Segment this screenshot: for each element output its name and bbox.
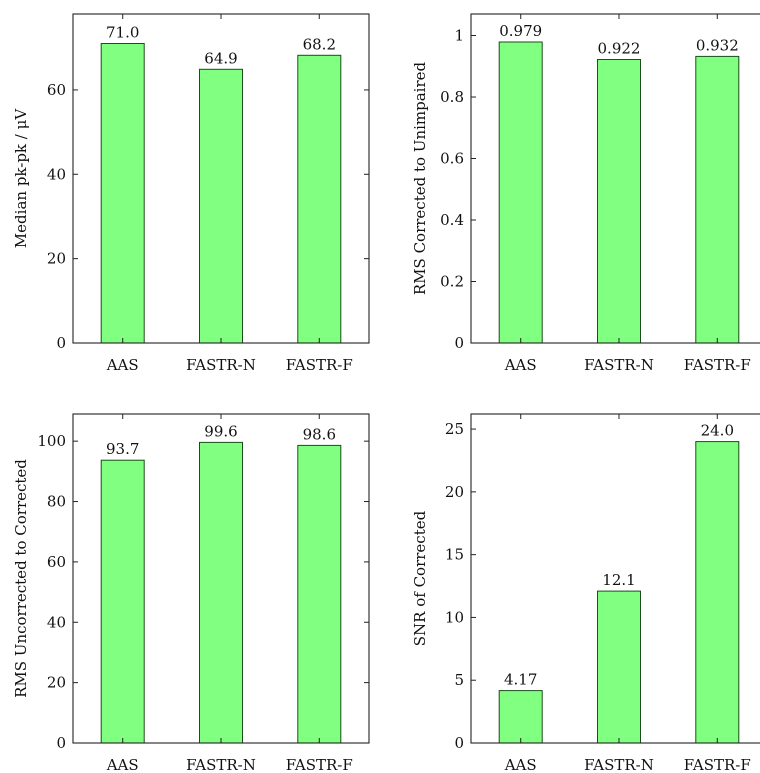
y-tick-label: 25: [445, 420, 464, 438]
y-tick-label: 0.6: [440, 150, 464, 168]
data-label: 99.6: [204, 422, 237, 440]
bar-fastr-f: [297, 54, 342, 344]
x-tick-label: FASTR-F: [684, 356, 751, 374]
y-axis-title: Median pk-pk / μV: [12, 108, 30, 249]
data-label: 0.932: [696, 36, 739, 54]
data-label: 12.1: [602, 571, 635, 589]
data-label: 93.7: [106, 440, 139, 458]
y-tick-label: 60: [47, 81, 66, 99]
bar-aas: [498, 690, 543, 744]
y-tick-label: 1: [454, 27, 464, 45]
x-tick-label: FASTR-F: [684, 756, 751, 773]
data-label: 64.9: [204, 49, 237, 67]
y-tick-label: 0: [56, 334, 66, 352]
bar-fastr-n: [199, 441, 243, 744]
y-axis-title: RMS Corrected to Unimpaired: [411, 61, 429, 295]
x-tick-label: AAS: [504, 756, 537, 773]
data-label: 98.6: [303, 425, 336, 443]
chart-panel-2: 0.979 AAS 0.922 FASTR-N 0.932 FASTR-F 0 0.2 0.4 0…: [411, 13, 760, 374]
x-tick-label: FASTR-N: [584, 756, 654, 773]
y-tick-label: 40: [47, 613, 66, 631]
bar-fastr-f: [695, 441, 740, 744]
y-tick-label: 100: [37, 432, 66, 450]
chart-panel-4: 4.17 AAS 12.1 FASTR-N 24.0 FASTR-F 0 5 10 15 20 25 S…: [411, 413, 760, 773]
x-tick-label: AAS: [504, 356, 537, 374]
chart-panel-1: 71.0 AAS 64.9 FASTR-N 68.2 FASTR-F 0 20 40 60 Medi…: [12, 13, 370, 374]
chart-panel-3: 93.7 AAS 99.6 FASTR-N 98.6 FASTR-F 0 20 40 60 80 10…: [12, 413, 370, 773]
bar-fastr-f: [297, 444, 342, 744]
x-tick-label: AAS: [106, 756, 139, 773]
y-tick-label: 20: [47, 250, 66, 268]
axes-frame: [72, 413, 370, 744]
bar-fastr-n: [597, 59, 641, 344]
y-tick-label: 60: [47, 553, 66, 571]
data-label: 68.2: [303, 35, 336, 53]
y-tick-label: 10: [445, 608, 464, 626]
y-tick-label: 0.4: [440, 211, 464, 229]
x-tick-label: FASTR-F: [286, 356, 353, 374]
y-tick-label: 80: [47, 493, 66, 511]
axes-frame: [470, 13, 760, 344]
y-tick-label: 0: [56, 734, 66, 752]
bar-fastr-f: [695, 55, 740, 344]
data-label: 4.17: [504, 671, 537, 689]
axes-frame: [72, 13, 370, 344]
y-tick-label: 0.8: [440, 88, 464, 106]
x-tick-label: FASTR-N: [584, 356, 654, 374]
bar-aas: [100, 459, 145, 744]
x-tick-label: FASTR-N: [186, 756, 256, 773]
y-tick-label: 0: [454, 734, 464, 752]
bar-fastr-n: [199, 68, 243, 344]
y-tick-label: 40: [47, 165, 66, 183]
y-tick-label: 5: [454, 671, 464, 689]
y-tick-label: 0.2: [440, 273, 464, 291]
x-tick-label: AAS: [106, 356, 139, 374]
y-tick-label: 15: [445, 546, 464, 564]
y-axis-title: SNR of Corrected: [411, 510, 429, 646]
bar-fastr-n: [597, 590, 641, 744]
data-label: 0.922: [598, 40, 641, 58]
bar-aas: [100, 43, 145, 344]
y-tick-label: 20: [445, 483, 464, 501]
x-tick-label: FASTR-F: [286, 756, 353, 773]
data-label: 24.0: [701, 422, 734, 440]
y-axis-title: RMS Uncorrected to Corrected: [12, 459, 30, 698]
y-tick-label: 0: [454, 334, 464, 352]
data-label: 0.979: [499, 22, 542, 40]
axes-frame: [470, 413, 760, 744]
bar-aas: [498, 41, 543, 344]
x-tick-label: FASTR-N: [186, 356, 256, 374]
y-tick-label: 20: [47, 674, 66, 692]
data-label: 71.0: [106, 24, 139, 42]
